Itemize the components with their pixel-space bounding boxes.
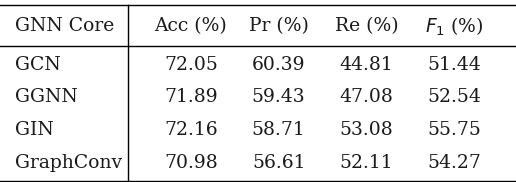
Text: $\mathit{F}_1$ (%): $\mathit{F}_1$ (%)	[425, 15, 483, 37]
Text: 52.54: 52.54	[427, 88, 481, 106]
Text: 55.75: 55.75	[427, 121, 481, 139]
Text: 59.43: 59.43	[252, 88, 305, 106]
Text: 53.08: 53.08	[340, 121, 393, 139]
Text: 70.98: 70.98	[164, 154, 218, 172]
Text: 72.16: 72.16	[164, 121, 218, 139]
Text: Re (%): Re (%)	[334, 17, 398, 35]
Text: 51.44: 51.44	[427, 56, 481, 74]
Text: 72.05: 72.05	[164, 56, 218, 74]
Text: GraphConv: GraphConv	[15, 154, 123, 172]
Text: 56.61: 56.61	[252, 154, 305, 172]
Text: 60.39: 60.39	[252, 56, 305, 74]
Text: 44.81: 44.81	[340, 56, 393, 74]
Text: GCN: GCN	[15, 56, 61, 74]
Text: 52.11: 52.11	[340, 154, 393, 172]
Text: 47.08: 47.08	[340, 88, 393, 106]
Text: 54.27: 54.27	[427, 154, 481, 172]
Text: 71.89: 71.89	[164, 88, 218, 106]
Text: Pr (%): Pr (%)	[249, 17, 309, 35]
Text: GGNN: GGNN	[15, 88, 78, 106]
Text: 58.71: 58.71	[252, 121, 305, 139]
Text: GIN: GIN	[15, 121, 54, 139]
Text: GNN Core: GNN Core	[15, 17, 115, 35]
Text: Acc (%): Acc (%)	[155, 17, 227, 35]
